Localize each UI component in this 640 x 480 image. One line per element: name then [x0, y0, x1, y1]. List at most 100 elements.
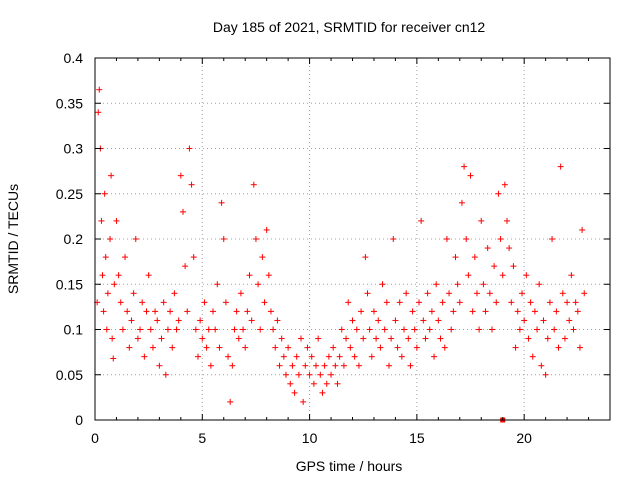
x-axis-label: GPS time / hours [296, 458, 403, 474]
data-point [482, 308, 489, 315]
data-point [240, 326, 247, 333]
data-point [222, 299, 229, 306]
data-point [506, 245, 513, 252]
data-point [246, 272, 253, 279]
data-point [272, 344, 279, 351]
data-point [149, 344, 156, 351]
data-point [237, 290, 244, 297]
data-point [306, 371, 313, 378]
data-point [480, 281, 487, 288]
data-point [499, 272, 506, 279]
data-point [102, 254, 109, 261]
data-point [177, 172, 184, 179]
data-point [113, 217, 120, 224]
y-tick-label: 0.35 [56, 95, 83, 111]
data-point [137, 326, 144, 333]
data-point [225, 353, 232, 360]
data-point [278, 335, 285, 342]
y-tick-label: 0.05 [56, 367, 83, 383]
data-point [108, 172, 115, 179]
data-point [557, 163, 564, 170]
data-point [205, 326, 212, 333]
data-point [375, 317, 382, 324]
data-point [109, 335, 116, 342]
x-tick-label: 20 [516, 430, 532, 446]
data-point [265, 272, 272, 279]
data-point [422, 335, 429, 342]
data-point [383, 299, 390, 306]
data-point [368, 353, 375, 360]
data-point [197, 317, 204, 324]
chart-title: Day 185 of 2021, SRMTID for receiver cn1… [213, 19, 486, 35]
data-point [549, 236, 556, 242]
data-point [443, 236, 450, 242]
data-point [390, 236, 397, 242]
data-point [366, 326, 373, 333]
data-point [334, 380, 341, 387]
data-point [233, 308, 240, 315]
data-point [476, 326, 483, 333]
data-point [244, 308, 251, 315]
data-point [411, 326, 418, 333]
data-point [495, 190, 502, 197]
data-point [437, 335, 444, 342]
data-point [373, 335, 380, 342]
data-point [504, 217, 510, 224]
data-point [330, 344, 337, 351]
data-point [458, 199, 465, 206]
data-point [491, 263, 498, 270]
data-point [446, 290, 453, 297]
data-point [242, 344, 249, 351]
data-point [403, 290, 410, 297]
data-point [96, 86, 103, 93]
data-point [321, 362, 328, 369]
data-point [385, 362, 392, 369]
data-point [572, 299, 579, 306]
data-point [99, 272, 106, 279]
data-point [519, 290, 526, 297]
axis-ticks: 0 5 10 15 20 0 0.05 0.1 0.15 0.2 0.25 0.3 0.35 0.4 [56, 50, 610, 446]
data-point [467, 172, 474, 179]
data-point [574, 308, 581, 315]
data-point [454, 281, 461, 288]
data-point [192, 326, 199, 333]
data-point [141, 353, 148, 360]
data-point [216, 344, 223, 351]
data-point [566, 317, 573, 324]
y-tick-label: 0.2 [64, 231, 84, 247]
data-point [450, 308, 457, 315]
data-point [439, 299, 446, 306]
data-point [405, 335, 412, 342]
data-point [484, 245, 491, 252]
data-point [424, 290, 431, 297]
data-point [285, 344, 292, 351]
data-point [328, 371, 335, 378]
y-tick-label: 0.1 [64, 322, 84, 338]
data-point [431, 353, 438, 360]
data-point [117, 299, 124, 306]
data-point [104, 290, 111, 297]
data-point [568, 272, 575, 279]
data-point [529, 353, 536, 360]
data-point [291, 389, 298, 396]
data-point [101, 190, 108, 197]
data-point [231, 326, 238, 333]
data-point [362, 254, 369, 261]
data-point [308, 353, 315, 360]
data-point [531, 308, 538, 315]
data-point [576, 344, 583, 351]
data-point [551, 326, 558, 333]
data-point [317, 371, 324, 378]
data-point [514, 308, 521, 315]
data-point [418, 217, 425, 224]
data-point [287, 380, 294, 387]
data-point [293, 353, 300, 360]
data-point [559, 290, 566, 297]
data-point [169, 344, 176, 351]
data-point [310, 380, 317, 387]
data-point [465, 272, 472, 279]
data-point [160, 299, 167, 306]
data-point [295, 371, 302, 378]
data-point [261, 299, 268, 306]
data-point [564, 299, 571, 306]
